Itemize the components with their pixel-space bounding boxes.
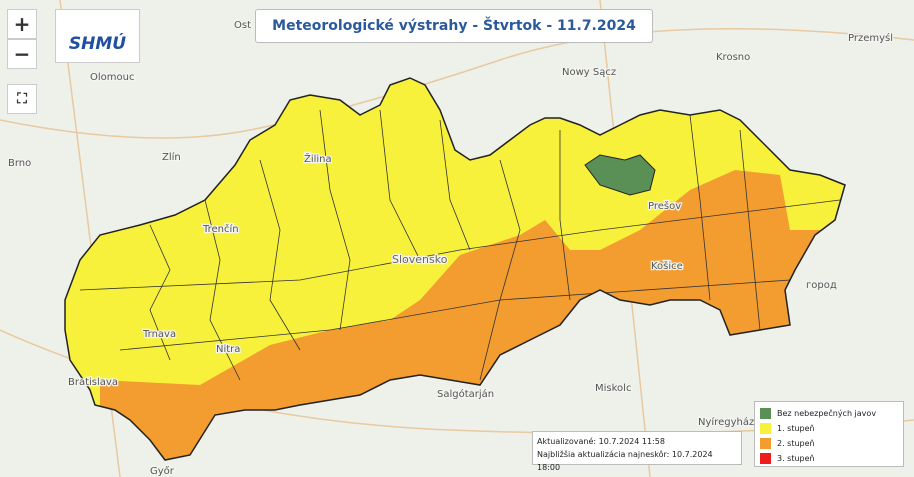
place-label: Olomouc [90,72,134,83]
place-label: Győr [150,465,175,477]
region-no-warning [584,154,656,196]
place-label: город [806,280,837,291]
place-label: Slovensko [392,253,448,266]
zoom-in[interactable]: + [7,9,37,39]
legend-item: 2. stupeň [760,436,898,451]
place-label: Bratislava [68,377,118,388]
fullscreen[interactable]: ⛶ [7,84,37,114]
place-label: Košice [651,260,683,272]
legend-label: 3. stupeň [777,454,815,463]
place-label: Žilina [304,152,332,165]
legend-label: 1. stupeň [777,424,815,433]
legend-swatch [760,423,771,434]
updated: Aktualizované: 10.7.2024 11:58 [537,437,665,446]
place-label: Ost [234,20,251,31]
place-label: Krosno [716,52,750,63]
legend-label: 2. stupeň [777,439,815,448]
legend-item: Bez nebezpečných javov [760,406,898,421]
place-label: Prešov [648,200,681,212]
place-label: Brno [8,158,31,169]
legend-item: 3. stupeň [760,451,898,466]
legend-swatch [760,453,771,464]
place-label: Miskolc [595,383,631,394]
place-label: Trenčín [202,223,239,235]
logo[interactable]: SHMÚ [55,9,140,63]
place-label: Salgótarján [437,388,494,400]
legend-swatch [760,408,771,419]
zoom-out[interactable]: − [7,39,37,69]
legend-label: Bez nebezpečných javov [777,409,877,418]
place-label: Zlín [162,151,181,163]
legend: Bez nebezpečných javov 1. stupeň 2. stupeň… [754,401,904,467]
place-label: Przemyśl [848,32,893,44]
place-label: Trnava [142,329,176,340]
update-info: Aktualizované: 10.7.2024 11:58 Najbližši… [532,431,742,472]
place-label: Nitra [216,344,240,355]
district-borders [79,109,841,381]
place-label: Nowy Sącz [562,67,616,78]
legend-swatch [760,438,771,449]
next-update: Najbližšia aktualizácia najneskôr: 10.7.… [537,450,713,472]
place-label: Nyíregyháza [698,416,760,428]
title: Meteorologické výstrahy - Štvrtok - 11.7… [255,9,653,43]
legend-item: 1. stupeň [760,421,898,436]
